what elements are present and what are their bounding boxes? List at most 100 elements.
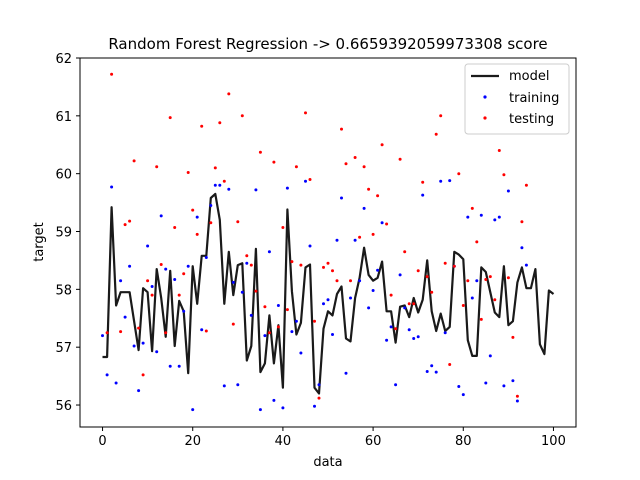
training-point	[385, 338, 389, 342]
testing-point	[272, 160, 276, 164]
testing-point	[213, 166, 217, 170]
training-point	[470, 296, 474, 300]
training-point	[155, 350, 159, 354]
training-point	[114, 381, 118, 385]
testing-point	[416, 269, 420, 273]
training-point	[457, 385, 461, 388]
testing-point	[502, 173, 506, 177]
training-point	[146, 244, 150, 248]
x-tick-label: 0	[98, 434, 106, 449]
testing-point	[385, 222, 389, 226]
y-tick-label: 56	[55, 399, 72, 414]
testing-point	[380, 143, 384, 147]
testing-point	[506, 276, 510, 280]
testing-point	[236, 220, 240, 224]
testing-point	[403, 250, 407, 254]
training-point	[231, 280, 235, 284]
x-tick-label: 80	[455, 434, 472, 449]
training-point	[416, 335, 420, 339]
testing-point	[227, 92, 231, 96]
training-point	[132, 344, 136, 348]
training-point	[344, 371, 348, 375]
training-point	[425, 370, 429, 373]
legend-swatch-training	[483, 95, 487, 99]
x-axis: 0 20 40 60 80 100	[98, 427, 566, 449]
y-tick-label: 62	[55, 52, 72, 67]
testing-point	[407, 302, 411, 306]
training-point	[276, 304, 280, 307]
x-tick-label: 40	[275, 434, 292, 449]
testing-point	[439, 114, 443, 118]
y-axis: 56 57 58 59 60 61 62	[55, 52, 80, 414]
training-point	[272, 398, 276, 402]
testing-point	[475, 240, 479, 244]
training-point	[362, 206, 366, 210]
y-tick-label: 59	[55, 226, 72, 241]
training-point	[322, 302, 325, 306]
plot-frame	[79, 57, 577, 428]
training-point	[461, 393, 465, 397]
testing-point	[191, 208, 195, 212]
training-point	[439, 179, 443, 183]
legend-swatch-testing	[483, 116, 487, 120]
testing-point	[425, 275, 429, 279]
training-point	[515, 399, 519, 403]
testing-point	[470, 206, 474, 210]
training-point	[177, 364, 181, 368]
testing-point	[218, 121, 222, 125]
testing-point	[457, 172, 461, 176]
training-point	[249, 313, 253, 317]
legend: model training testing	[464, 63, 570, 135]
testing-point	[159, 263, 163, 266]
y-tick-label: 57	[55, 341, 72, 356]
testing-point	[331, 269, 334, 273]
testing-point	[353, 156, 357, 159]
training-point	[394, 383, 398, 387]
testing-point	[488, 275, 492, 279]
testing-point	[285, 308, 289, 312]
training-point	[502, 384, 506, 388]
testing-point	[493, 298, 497, 302]
training-point	[195, 215, 199, 219]
testing-point	[249, 263, 253, 267]
training-point	[105, 373, 109, 377]
testing-point	[461, 304, 465, 307]
testing-point	[367, 187, 371, 191]
training-point	[506, 189, 510, 193]
training-point	[267, 250, 271, 254]
testing-point	[362, 165, 366, 169]
training-point	[141, 341, 145, 345]
testing-point	[240, 114, 244, 118]
testing-point	[290, 260, 294, 264]
training-point	[299, 351, 303, 355]
training-point	[475, 279, 479, 283]
training-point	[308, 244, 312, 248]
testing-point	[204, 329, 208, 333]
testing-point	[173, 226, 177, 229]
training-point	[340, 196, 343, 200]
training-point	[159, 214, 163, 218]
training-point	[240, 290, 244, 294]
legend-frame	[464, 63, 570, 135]
testing-point	[137, 326, 141, 330]
y-axis-label: target	[32, 222, 47, 262]
testing-point	[308, 178, 312, 181]
training-point	[204, 256, 208, 259]
training-point	[168, 364, 172, 368]
training-point	[398, 273, 402, 277]
training-point	[317, 383, 321, 387]
training-point	[376, 268, 380, 272]
testing-point	[376, 194, 380, 198]
training-point	[466, 215, 470, 219]
training-point	[313, 404, 316, 408]
training-point	[484, 381, 488, 385]
training-point	[335, 238, 339, 242]
training-point	[434, 370, 438, 374]
testing-point	[195, 232, 199, 236]
testing-point	[520, 220, 524, 224]
y-tick-label: 58	[55, 283, 72, 298]
training-point	[430, 364, 434, 368]
legend-label-training: training	[509, 91, 559, 106]
testing-point	[515, 394, 519, 398]
testing-point	[231, 322, 235, 326]
